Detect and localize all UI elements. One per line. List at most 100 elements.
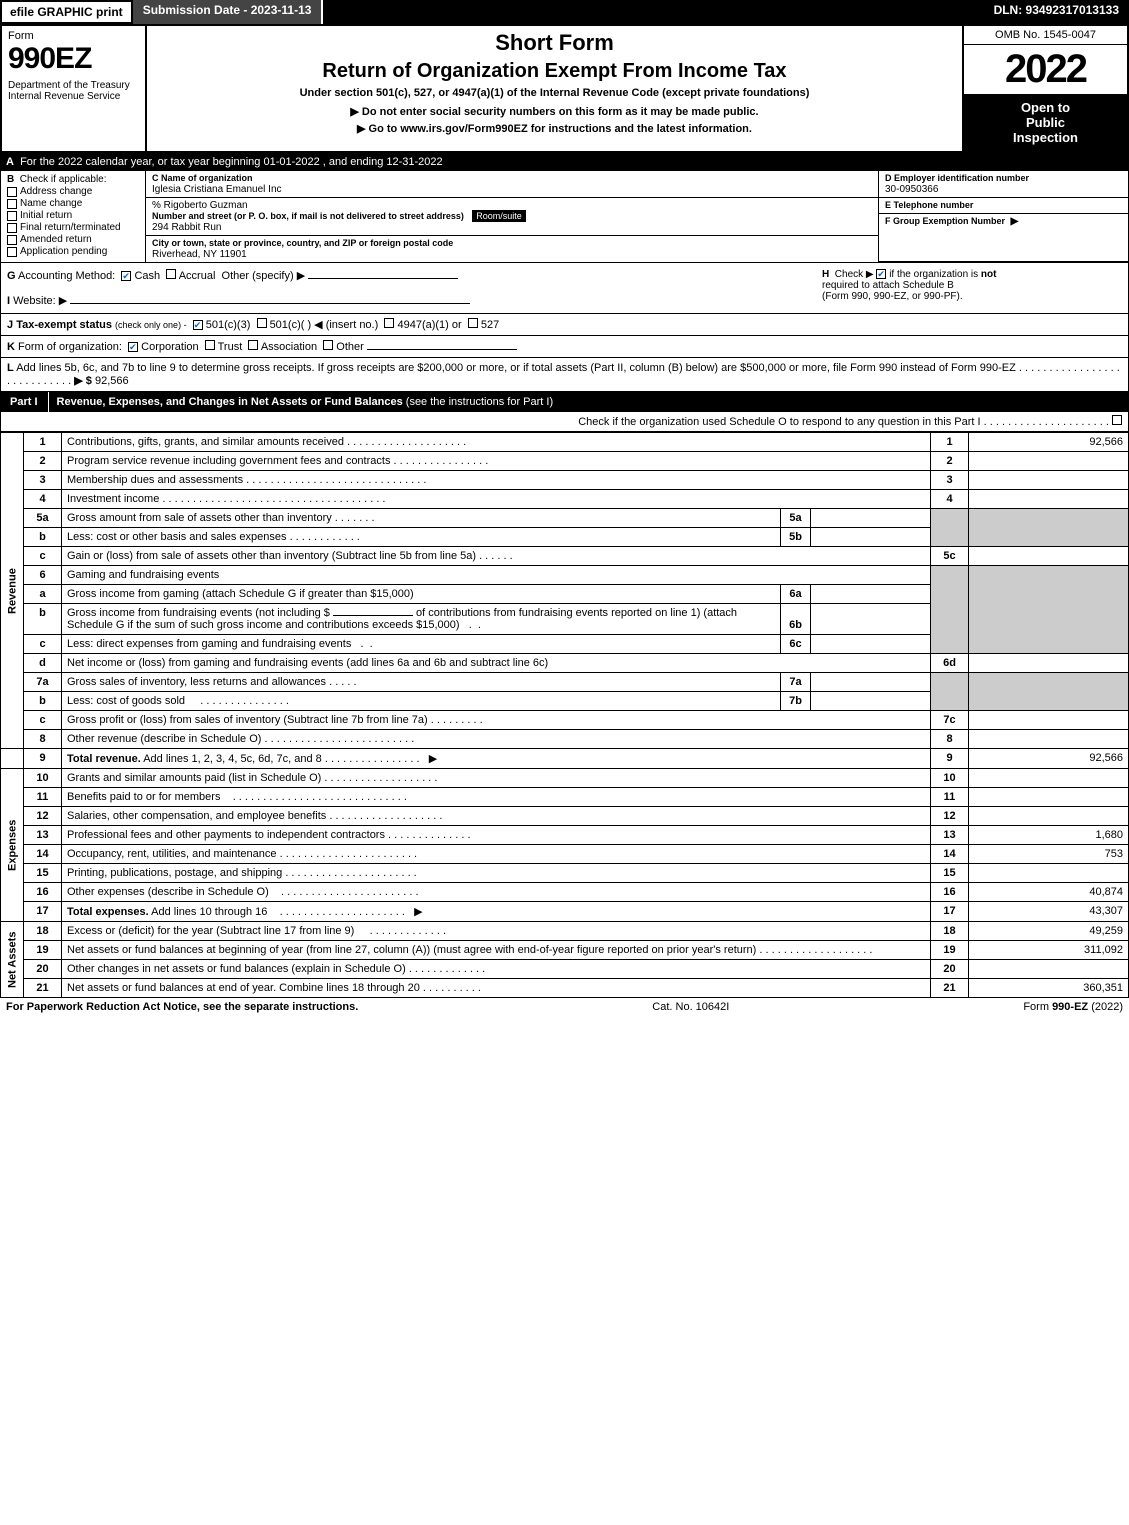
mini-val	[811, 585, 931, 604]
line-num: b	[24, 528, 62, 547]
line-num: b	[24, 604, 62, 635]
line-val: 92,566	[969, 433, 1129, 452]
line-val	[969, 807, 1129, 826]
line-rnum: 17	[931, 902, 969, 922]
line-desc: Contributions, gifts, grants, and simila…	[62, 433, 931, 452]
mini-val	[811, 692, 931, 711]
chk-address-change[interactable]	[7, 187, 17, 197]
line-rnum: 14	[931, 845, 969, 864]
row-a-label: A	[6, 156, 14, 168]
line-val: 1,680	[969, 826, 1129, 845]
line-rnum: 2	[931, 452, 969, 471]
chk-cash[interactable]	[121, 271, 131, 281]
chk-corporation[interactable]	[128, 342, 138, 352]
line-desc: Total expenses. Add lines 10 through 16 …	[62, 902, 931, 922]
line-rnum: 1	[931, 433, 969, 452]
chk-name-change[interactable]	[7, 199, 17, 209]
room-suite-label: Room/suite	[472, 210, 526, 222]
footer-left: For Paperwork Reduction Act Notice, see …	[6, 1001, 358, 1013]
line-desc: Total revenue. Add lines 1, 2, 3, 4, 5c,…	[62, 749, 931, 769]
chk-schedule-o[interactable]	[1112, 415, 1122, 425]
chk-label: Address change	[20, 186, 92, 197]
part1-sub: Check if the organization used Schedule …	[0, 412, 1129, 432]
line-num: 15	[24, 864, 62, 883]
chk-4947[interactable]	[384, 318, 394, 328]
line-num: 17	[24, 902, 62, 922]
line-desc: Gain or (loss) from sale of assets other…	[62, 547, 931, 566]
page-footer: For Paperwork Reduction Act Notice, see …	[0, 998, 1129, 1016]
street: 294 Rabbit Run	[152, 222, 222, 233]
other-org-input[interactable]	[367, 349, 517, 350]
mini-val	[811, 509, 931, 528]
line-rnum: 15	[931, 864, 969, 883]
l-value: 92,566	[95, 375, 129, 387]
line-rnum: 10	[931, 769, 969, 788]
note-ssn: ▶ Do not enter social security numbers o…	[155, 105, 954, 118]
line-val: 311,092	[969, 941, 1129, 960]
line-val: 360,351	[969, 979, 1129, 998]
row-a-text: For the 2022 calendar year, or tax year …	[20, 156, 443, 168]
form-number: 990EZ	[8, 42, 139, 76]
col-de: D Employer identification number 30-0950…	[878, 171, 1128, 262]
line-num: 2	[24, 452, 62, 471]
note-link[interactable]: ▶ Go to www.irs.gov/Form990EZ for instru…	[155, 122, 954, 135]
line-val: 753	[969, 845, 1129, 864]
line-desc: Occupancy, rent, utilities, and maintena…	[62, 845, 931, 864]
chk-final-return[interactable]	[7, 223, 17, 233]
mini-val	[811, 604, 931, 635]
expenses-label: Expenses	[1, 769, 24, 922]
efile-label[interactable]: efile GRAPHIC print	[0, 0, 133, 24]
line-val: 43,307	[969, 902, 1129, 922]
line-rnum: 8	[931, 730, 969, 749]
department: Department of the Treasury	[8, 80, 139, 91]
chk-527[interactable]	[468, 318, 478, 328]
line-val	[969, 788, 1129, 807]
line-rnum: 12	[931, 807, 969, 826]
row-a: A For the 2022 calendar year, or tax yea…	[0, 153, 1129, 171]
footer-center: Cat. No. 10642I	[652, 1001, 729, 1013]
line-num: 10	[24, 769, 62, 788]
line-desc: Net assets or fund balances at beginning…	[62, 941, 931, 960]
j-label: J	[7, 319, 13, 331]
mini-num: 6a	[781, 585, 811, 604]
line-val	[969, 711, 1129, 730]
line-desc: Printing, publications, postage, and shi…	[62, 864, 931, 883]
g-text: Accounting Method:	[18, 270, 115, 282]
other-specify-input[interactable]	[308, 278, 458, 279]
chk-label: Application pending	[20, 246, 107, 257]
mini-val	[811, 528, 931, 547]
section-bcdef: B Check if applicable: Address change Na…	[0, 171, 1129, 263]
line-num: c	[24, 635, 62, 654]
chk-association[interactable]	[248, 340, 258, 350]
mini-num: 6b	[781, 604, 811, 635]
line-rnum: 20	[931, 960, 969, 979]
chk-application-pending[interactable]	[7, 247, 17, 257]
ein: 30-0950366	[885, 184, 938, 195]
line-num: d	[24, 654, 62, 673]
line-num: 8	[24, 730, 62, 749]
chk-initial-return[interactable]	[7, 211, 17, 221]
shade-cell	[931, 673, 969, 711]
line-num: 20	[24, 960, 62, 979]
chk-501c[interactable]	[257, 318, 267, 328]
chk-schedule-b[interactable]	[876, 269, 886, 279]
shade-cell	[931, 566, 969, 654]
line-desc: Program service revenue including govern…	[62, 452, 931, 471]
chk-accrual[interactable]	[166, 269, 176, 279]
line-rnum: 11	[931, 788, 969, 807]
chk-trust[interactable]	[205, 340, 215, 350]
chk-label: Name change	[20, 198, 82, 209]
line-desc: Gross income from gaming (attach Schedul…	[62, 585, 781, 604]
line-num: a	[24, 585, 62, 604]
i-label: I	[7, 295, 10, 307]
6b-amount-input[interactable]	[333, 615, 413, 616]
chk-amended-return[interactable]	[7, 235, 17, 245]
line-num: 11	[24, 788, 62, 807]
website-input[interactable]	[70, 303, 470, 304]
chk-other-org[interactable]	[323, 340, 333, 350]
line-num: 5a	[24, 509, 62, 528]
line-desc: Other changes in net assets or fund bala…	[62, 960, 931, 979]
chk-501c3[interactable]	[193, 320, 203, 330]
l-text: Add lines 5b, 6c, and 7b to line 9 to de…	[16, 362, 1016, 374]
line-num: 19	[24, 941, 62, 960]
